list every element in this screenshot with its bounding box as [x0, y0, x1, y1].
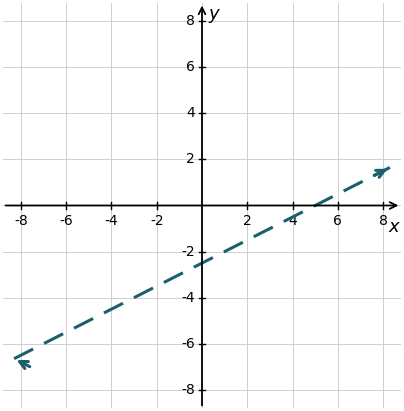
Text: -4: -4 — [105, 214, 118, 228]
Text: x: x — [388, 218, 399, 236]
Text: -2: -2 — [150, 214, 164, 228]
Text: 8: 8 — [379, 214, 387, 228]
Text: -8: -8 — [181, 383, 195, 397]
Text: 4: 4 — [187, 106, 195, 120]
Text: 8: 8 — [186, 14, 195, 28]
Text: 2: 2 — [187, 152, 195, 166]
Text: 4: 4 — [288, 214, 297, 228]
Text: -6: -6 — [59, 214, 73, 228]
Text: 6: 6 — [333, 214, 342, 228]
Text: -2: -2 — [181, 245, 195, 259]
Text: 2: 2 — [243, 214, 252, 228]
Text: 6: 6 — [186, 60, 195, 74]
Text: y: y — [209, 5, 219, 23]
Text: -8: -8 — [14, 214, 28, 228]
Text: -6: -6 — [181, 337, 195, 351]
Text: -4: -4 — [181, 291, 195, 305]
